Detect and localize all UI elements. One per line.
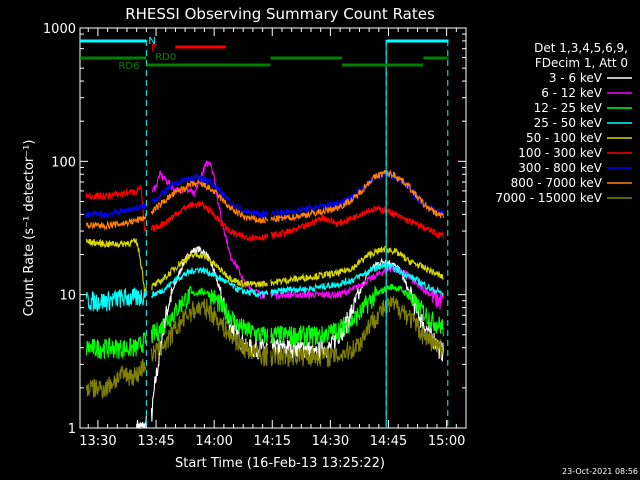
flag-label-rd6: RD6 [118,61,139,72]
x-tick-label: 13:30 [79,434,116,449]
y-tick-label: 1000 [43,22,76,37]
legend-entry-label: 6 - 12 keV [541,86,603,100]
x-axis-label: Start Time (16-Feb-13 13:25:22) [175,456,385,471]
series-line-6 [85,170,444,219]
series-line-8 [85,296,444,399]
legend-entry-label: 25 - 50 keV [534,116,603,130]
chart-title: RHESSI Observing Summary Count Rates [125,5,435,23]
legend-entry-label: 300 - 800 keV [518,161,602,175]
legend-entry-label: 3 - 6 keV [549,71,603,85]
y-tick-label: 1 [68,422,76,437]
y-axis-label: Count Rate (s⁻¹ detector⁻¹) [22,140,37,317]
plot-area: 13:30 13:45 14:00 14:15 14:30 14:45 15:00 1 10 10… [43,22,467,449]
legend: Det 1,3,4,5,6,9,FDecim 1, Att 03 - 6 keV… [495,41,632,205]
series-line-5 [85,184,444,243]
legend-header-line: Det 1,3,4,5,6,9, [534,41,628,55]
x-tick-label: 14:15 [254,434,291,449]
flag-label-f: F [151,43,157,54]
y-tick-label: 10 [59,289,76,304]
x-tick-label: 14:30 [312,434,349,449]
legend-header-line: FDecim 1, Att 0 [535,56,628,70]
legend-entry-label: 100 - 300 keV [518,146,602,160]
series-line-2 [85,283,444,359]
flag-label-n: N [148,36,155,47]
x-tick-label: 14:45 [370,434,407,449]
series-line-3 [85,262,444,313]
legend-entry-label: 12 - 25 keV [534,101,603,115]
legend-entry-label: 50 - 100 keV [526,131,603,145]
x-tick-label: 15:00 [428,434,465,449]
x-tick-label: 13:45 [137,434,174,449]
series-line-7 [85,169,444,231]
legend-entry-label: 800 - 7000 keV [511,176,603,190]
flag-label-rd0: RD0 [155,52,176,63]
x-tick-label: 14:00 [195,434,232,449]
y-tick-label: 100 [51,155,76,170]
plot-frame [79,27,467,429]
legend-entry-label: 7000 - 15000 keV [495,191,602,205]
timestamp: 23-Oct-2021 08:56 [562,467,638,476]
series-line-4 [85,238,444,293]
